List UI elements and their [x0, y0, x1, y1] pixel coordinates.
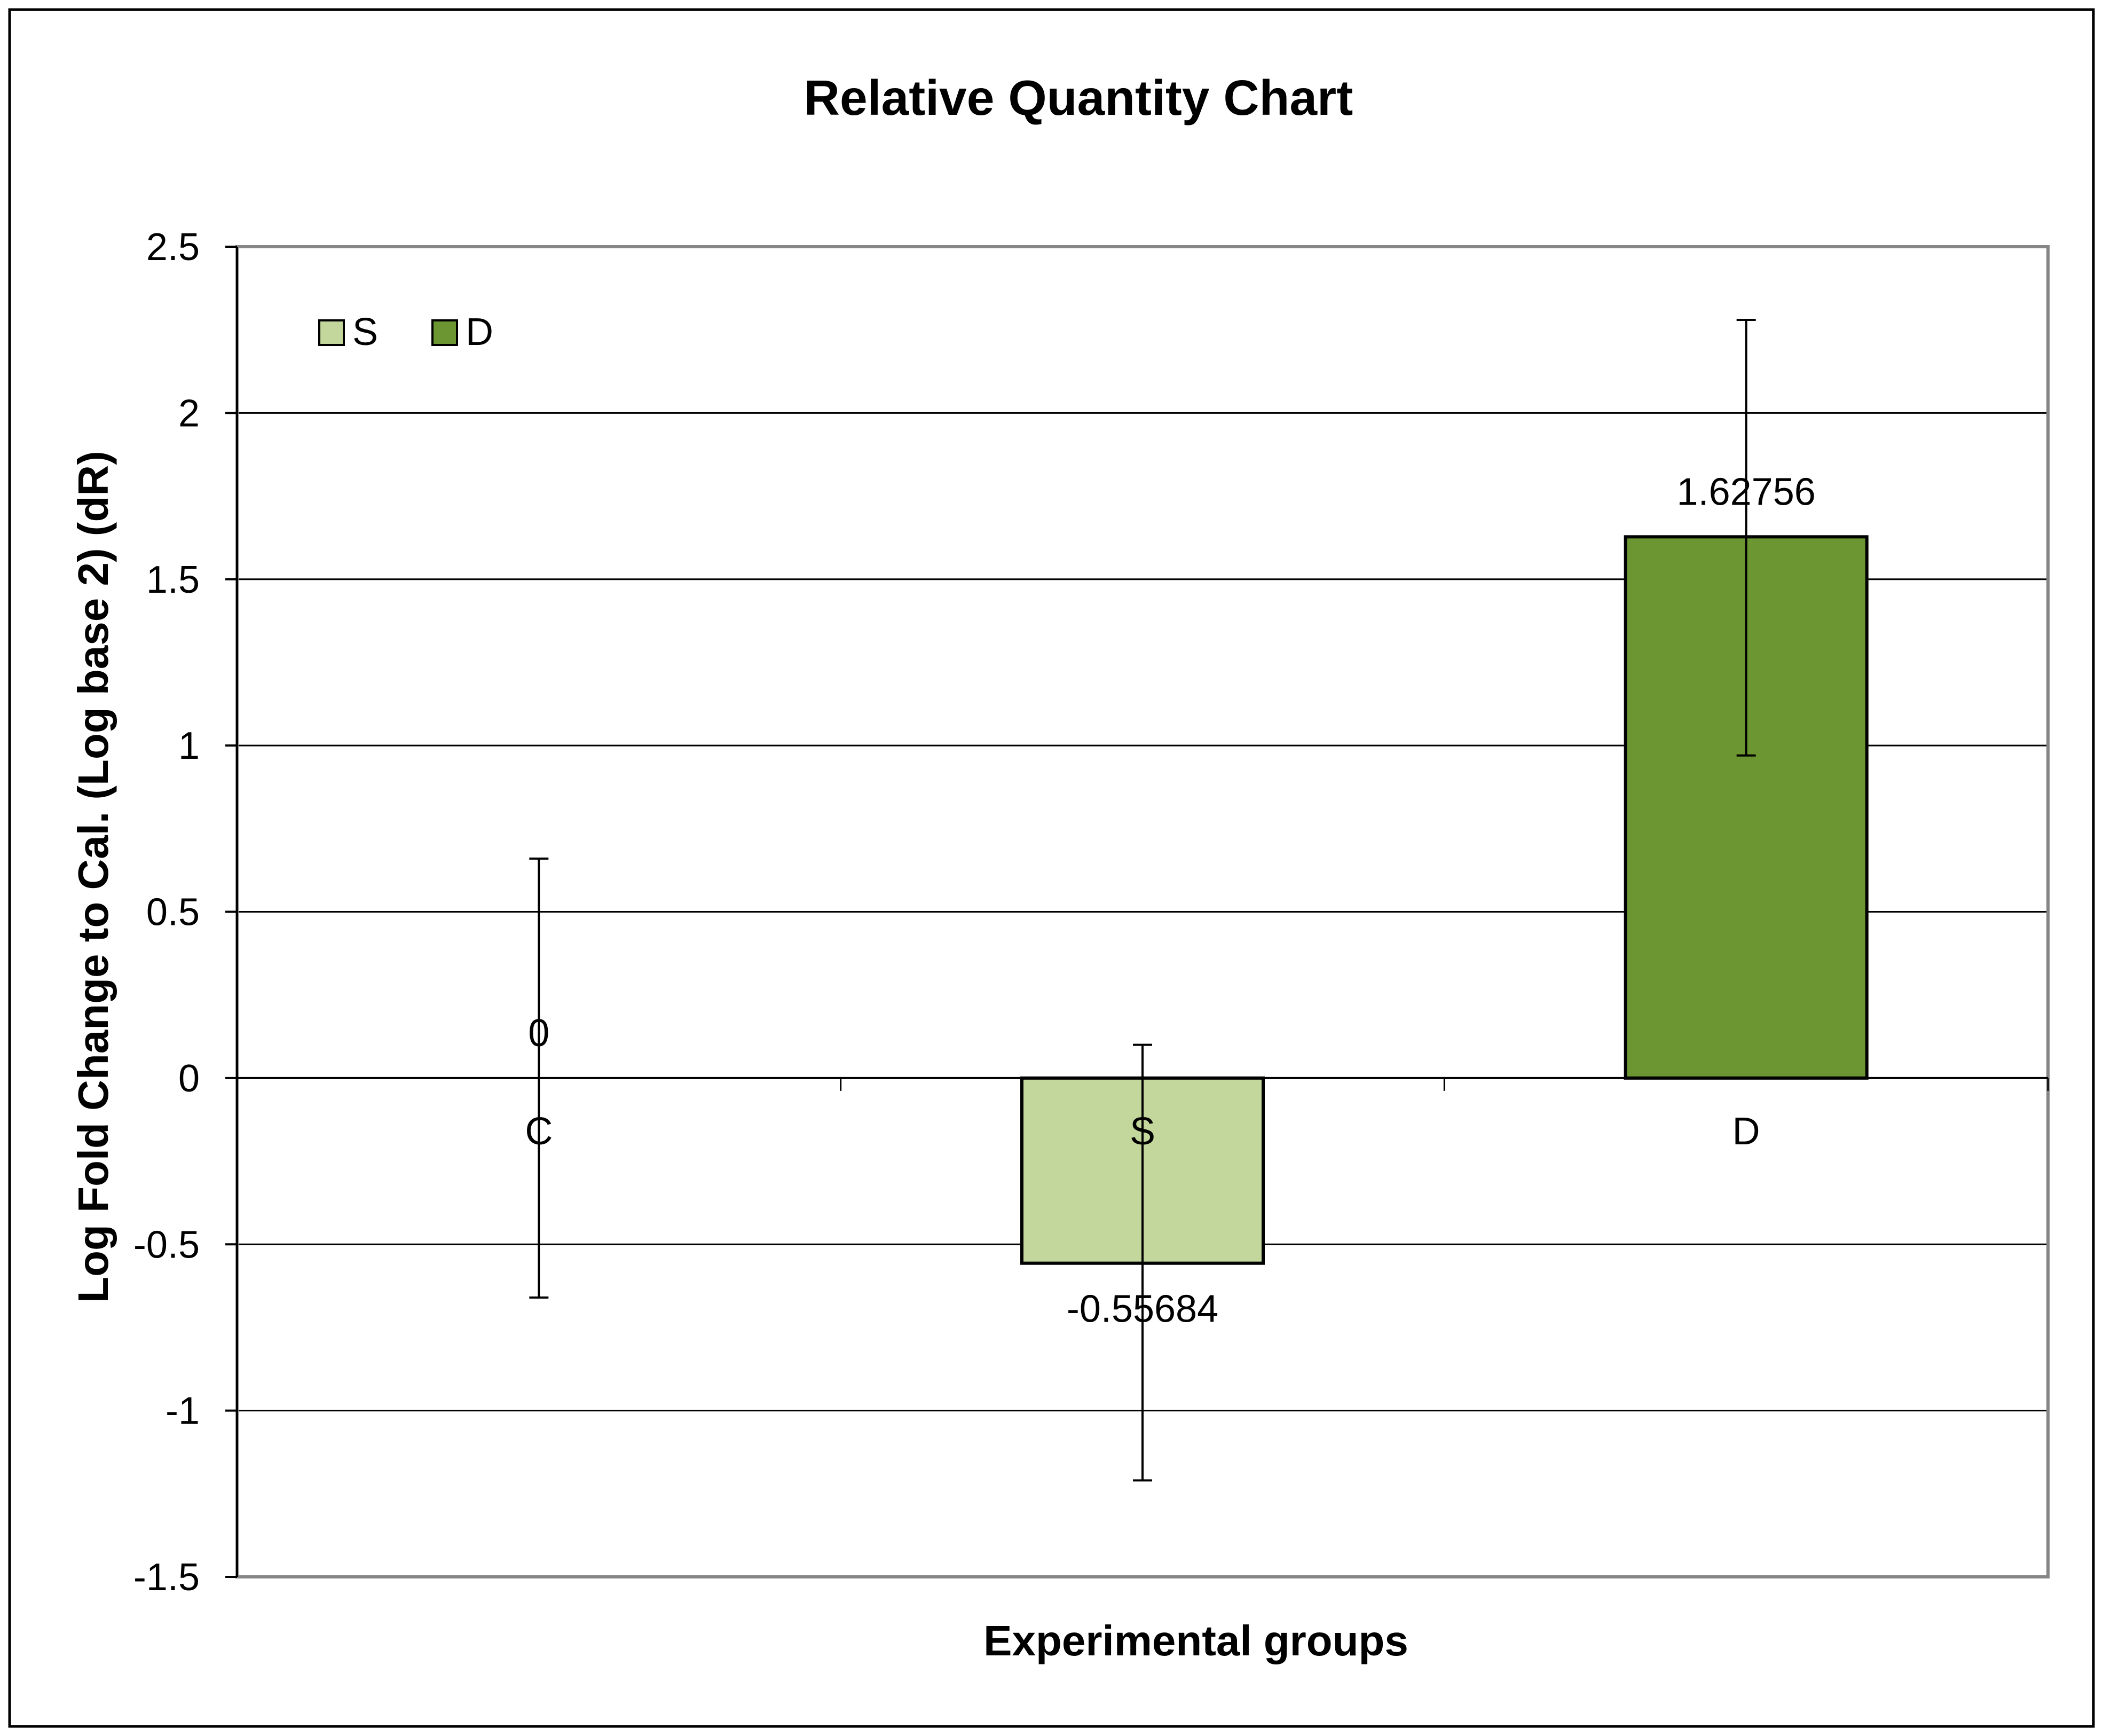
y-tick-label: 0: [178, 1057, 200, 1100]
data-label-C: 0: [528, 1012, 549, 1055]
y-tick-label: 1: [178, 725, 200, 767]
legend-swatch-S: [318, 319, 345, 346]
category-label-S: S: [1130, 1110, 1155, 1153]
y-tick-label: 0.5: [146, 891, 200, 934]
y-tick-label: 1.5: [146, 559, 200, 601]
legend-swatch-D: [431, 319, 458, 346]
y-tick-label: -1.5: [133, 1556, 200, 1599]
y-tick-labels: 2.5 2 1.5 1 0.5 0 -0.5 -1 -1.5: [133, 226, 200, 1599]
y-tick-label: -0.5: [133, 1223, 200, 1266]
chart-title: Relative Quantity Chart: [804, 70, 1353, 125]
legend-label-D: D: [466, 311, 493, 354]
y-tick-label: 2: [178, 392, 200, 435]
y-axis-title: Log Fold Change to Cal. (Log base 2) (dR…: [69, 451, 117, 1302]
data-label-S: -0.55684: [1067, 1288, 1218, 1331]
x-axis-title: Experimental groups: [983, 1617, 1408, 1664]
y-tick-label: 2.5: [146, 226, 200, 269]
data-label-D: 1.62756: [1677, 470, 1816, 513]
error-bars: [529, 319, 1756, 1482]
category-label-D: D: [1732, 1110, 1760, 1153]
category-label-C: C: [525, 1110, 553, 1153]
y-axis: [225, 246, 238, 1578]
y-tick-label: -1: [166, 1390, 200, 1433]
data-labels: 0 -0.55684 1.62756: [528, 470, 1815, 1330]
legend-label-S: S: [352, 311, 378, 354]
